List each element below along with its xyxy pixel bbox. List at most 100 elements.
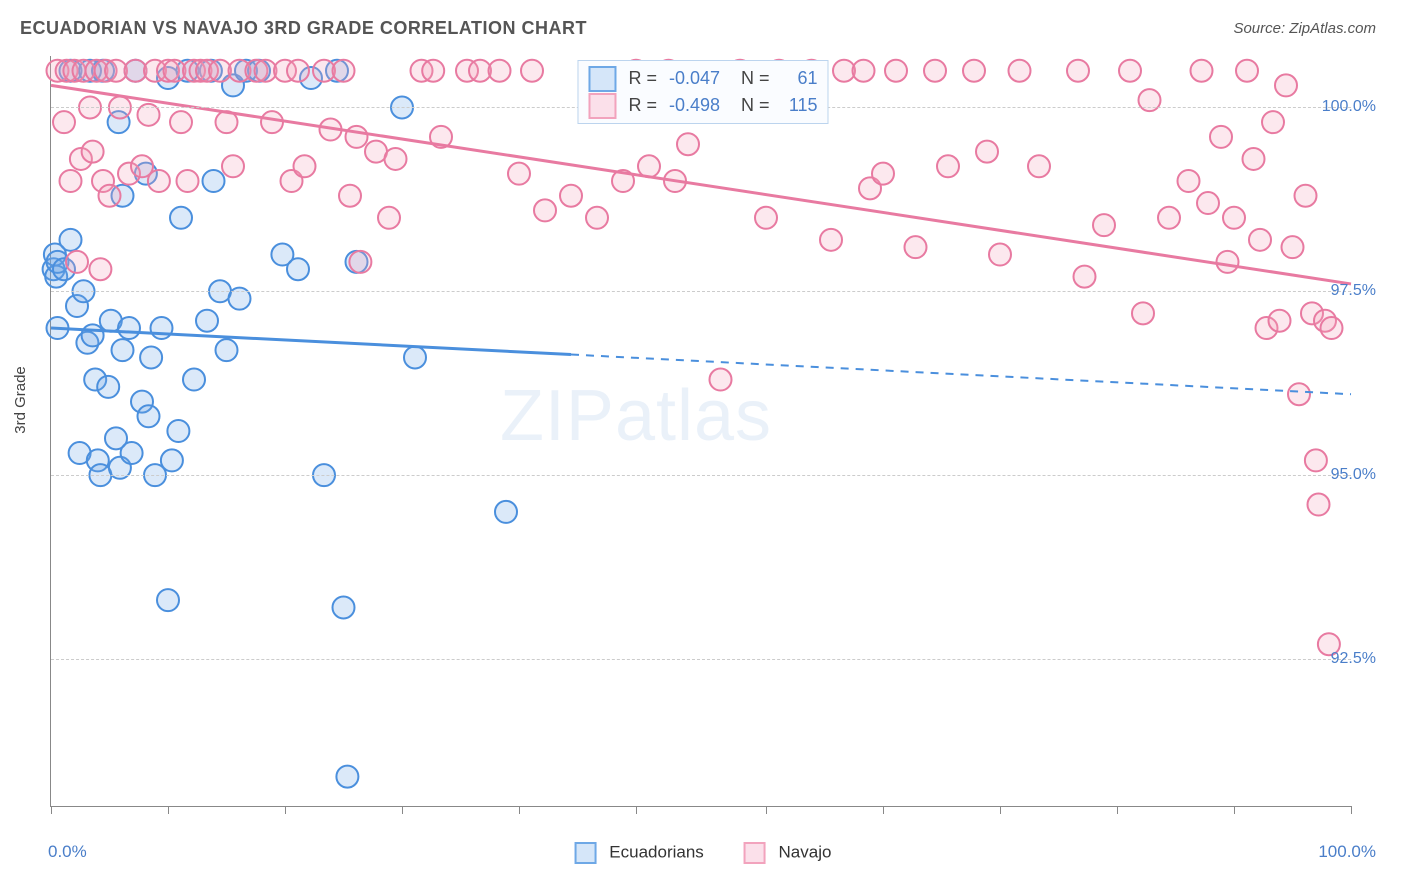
scatter-point [1009, 60, 1031, 82]
r-label: R = [628, 92, 657, 119]
plot-svg [51, 56, 1351, 806]
x-tick [1000, 806, 1001, 814]
y-axis-label: 3rd Grade [12, 366, 29, 434]
gridline [51, 659, 1351, 660]
scatter-point [638, 155, 660, 177]
scatter-point [177, 170, 199, 192]
scatter-point [82, 324, 104, 346]
scatter-point [1197, 192, 1219, 214]
scatter-point [1210, 126, 1232, 148]
scatter-point [489, 60, 511, 82]
legend-swatch-icon [575, 842, 597, 864]
scatter-point [1158, 207, 1180, 229]
plot-area: ZIPatlas [50, 56, 1351, 807]
trend-line-extrapolated [571, 355, 1351, 395]
scatter-point [924, 60, 946, 82]
scatter-point [196, 310, 218, 332]
scatter-point [1236, 60, 1258, 82]
x-tick [766, 806, 767, 814]
scatter-point [1321, 317, 1343, 339]
legend-swatch-icon [744, 842, 766, 864]
chart-container: ECUADORIAN VS NAVAJO 3RD GRADE CORRELATI… [0, 0, 1406, 892]
scatter-point [333, 596, 355, 618]
scatter-point [148, 170, 170, 192]
x-tick [1117, 806, 1118, 814]
scatter-point [1308, 494, 1330, 516]
r-value-navajo: -0.498 [669, 92, 729, 119]
scatter-point [138, 405, 160, 427]
scatter-point [586, 207, 608, 229]
legend-swatch-navajo [588, 93, 616, 119]
scatter-point [157, 589, 179, 611]
scatter-point [534, 199, 556, 221]
scatter-point [1093, 214, 1115, 236]
scatter-point [1217, 251, 1239, 273]
correlation-legend: R = -0.047 N = 61 R = -0.498 N = 115 [577, 60, 828, 124]
n-value-ecuadorians: 61 [782, 65, 818, 92]
scatter-point [1282, 236, 1304, 258]
scatter-point [1223, 207, 1245, 229]
scatter-point [885, 60, 907, 82]
x-tick [168, 806, 169, 814]
scatter-point [66, 251, 88, 273]
scatter-point [1028, 155, 1050, 177]
scatter-point [1178, 170, 1200, 192]
n-value-navajo: 115 [782, 92, 818, 119]
scatter-point [333, 60, 355, 82]
scatter-point [820, 229, 842, 251]
scatter-point [937, 155, 959, 177]
scatter-point [495, 501, 517, 523]
y-tick-label: 92.5% [1331, 650, 1376, 668]
scatter-point [183, 369, 205, 391]
scatter-point [216, 339, 238, 361]
scatter-point [1243, 148, 1265, 170]
scatter-point [287, 258, 309, 280]
scatter-point [336, 766, 358, 788]
scatter-point [151, 317, 173, 339]
x-tick [402, 806, 403, 814]
scatter-point [60, 170, 82, 192]
scatter-point [1305, 449, 1327, 471]
scatter-point [60, 229, 82, 251]
y-tick-label: 97.5% [1331, 282, 1376, 300]
scatter-point [1067, 60, 1089, 82]
gridline [51, 291, 1351, 292]
legend-row-ecuadorians: R = -0.047 N = 61 [588, 65, 817, 92]
scatter-point [1119, 60, 1141, 82]
scatter-point [222, 155, 244, 177]
scatter-point [1074, 266, 1096, 288]
x-tick-label-min: 0.0% [48, 842, 87, 862]
scatter-point [1269, 310, 1291, 332]
x-tick-label-max: 100.0% [1318, 842, 1376, 862]
scatter-point [170, 111, 192, 133]
scatter-point [346, 126, 368, 148]
r-label: R = [628, 65, 657, 92]
x-tick [883, 806, 884, 814]
y-tick-label: 95.0% [1331, 466, 1376, 484]
x-tick [1234, 806, 1235, 814]
scatter-point [710, 369, 732, 391]
scatter-point [112, 339, 134, 361]
x-tick [1351, 806, 1352, 814]
scatter-point [89, 258, 111, 280]
scatter-point [1132, 302, 1154, 324]
scatter-point [140, 346, 162, 368]
scatter-point [508, 163, 530, 185]
scatter-point [989, 244, 1011, 266]
scatter-point [521, 60, 543, 82]
legend-swatch-ecuadorians [588, 66, 616, 92]
scatter-point [1249, 229, 1271, 251]
scatter-point [1262, 111, 1284, 133]
x-tick [636, 806, 637, 814]
chart-title: ECUADORIAN VS NAVAJO 3RD GRADE CORRELATI… [20, 18, 587, 39]
r-value-ecuadorians: -0.047 [669, 65, 729, 92]
legend-label-navajo: Navajo [779, 842, 832, 861]
n-label: N = [741, 92, 770, 119]
scatter-point [349, 251, 371, 273]
gridline [51, 475, 1351, 476]
scatter-point [99, 185, 121, 207]
scatter-point [97, 376, 119, 398]
scatter-point [1275, 74, 1297, 96]
scatter-point [1288, 383, 1310, 405]
legend-item-navajo: Navajo [744, 842, 832, 864]
